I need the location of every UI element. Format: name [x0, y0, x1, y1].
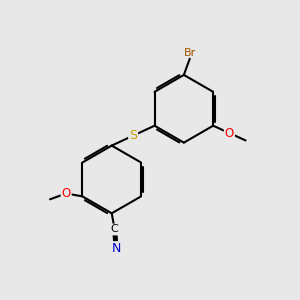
- Text: N: N: [112, 242, 121, 255]
- Text: C: C: [111, 224, 119, 235]
- Text: Br: Br: [184, 48, 196, 58]
- Text: S: S: [129, 129, 137, 142]
- Text: O: O: [61, 187, 71, 200]
- Text: O: O: [225, 127, 234, 140]
